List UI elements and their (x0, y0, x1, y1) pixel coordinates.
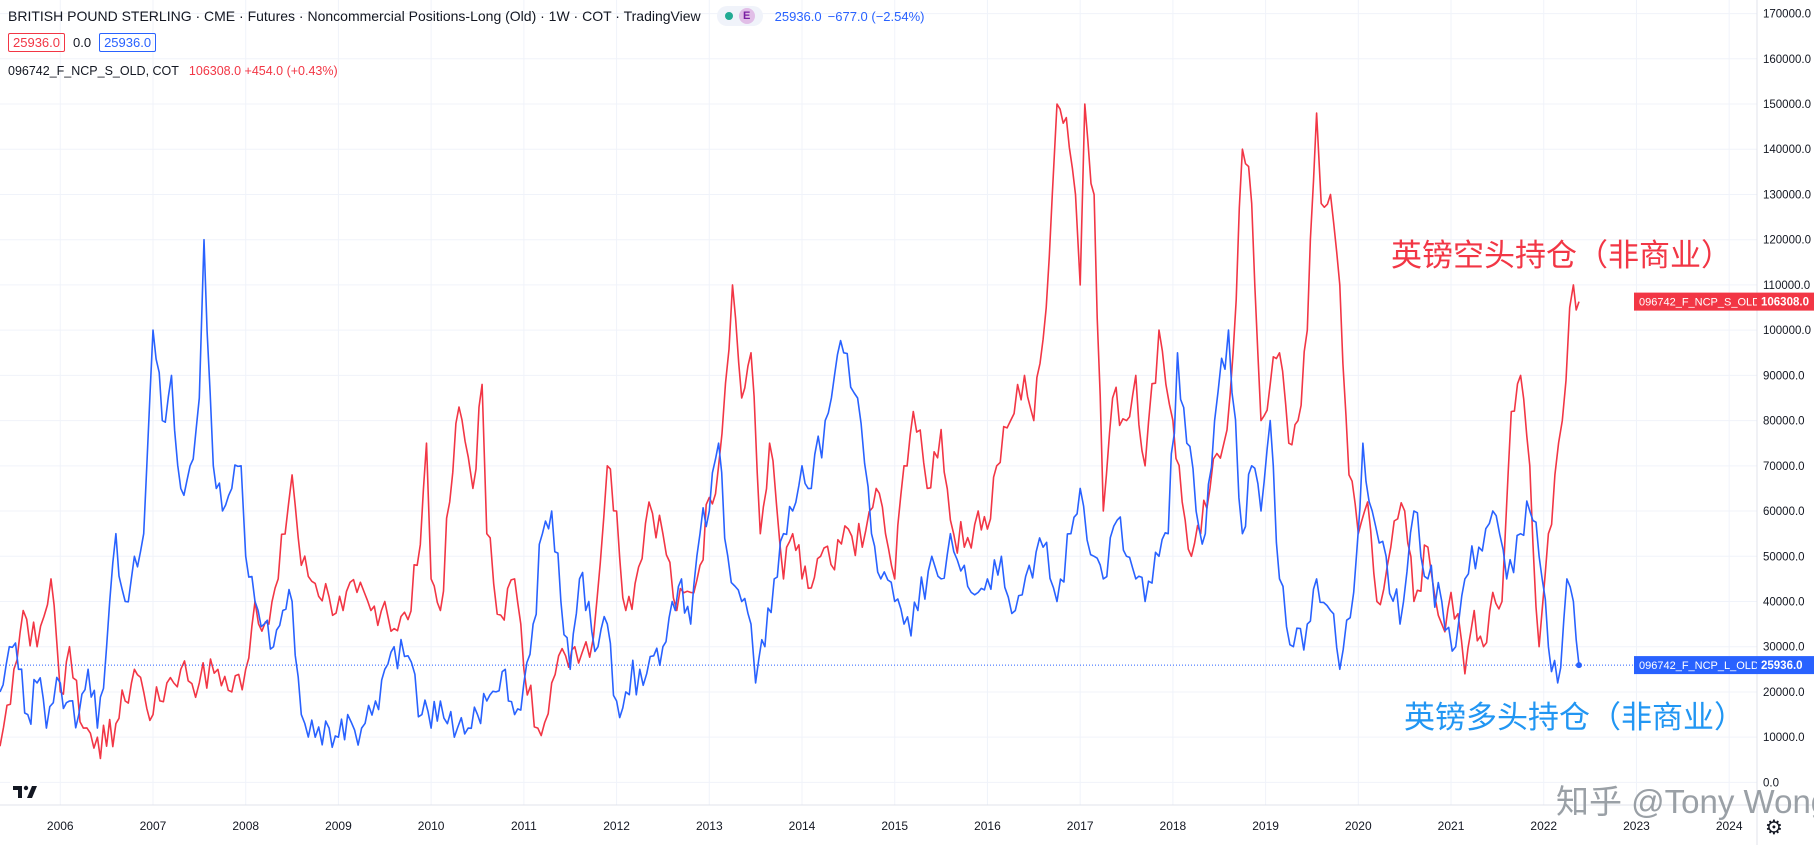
value-box-red: 25936.0 (8, 33, 65, 52)
y-tick-label: 70000.0 (1763, 461, 1805, 473)
x-tick-label: 2008 (232, 819, 259, 833)
value-box-blue: 25936.0 (99, 33, 157, 52)
time-scale: 2006 2007 2008 2009 2010 2011 2012 2013 2014 2015… (0, 804, 1814, 833)
y-tick-label: 160000.0 (1763, 54, 1811, 66)
tradingview-logo-icon[interactable] (10, 780, 40, 804)
y-tick-label: 150000.0 (1763, 99, 1811, 111)
legend-series2-row[interactable]: 096742_F_NCP_S_OLD, COT 106308.0 +454.0 … (8, 64, 338, 78)
series-value-tag-label: 25936.0 (1761, 660, 1803, 672)
y-tick-label: 50000.0 (1763, 551, 1805, 563)
chart-grid (0, 0, 1757, 805)
series2-values: 106308.0 +454.0 (+0.43%) (188, 64, 338, 78)
gear-icon[interactable]: ⚙ (1765, 817, 1783, 839)
series-name-tag-label: 096742_F_NCP_S_OLD (1639, 297, 1760, 309)
series-name-tag-label: 096742_F_NCP_L_OLD (1639, 660, 1759, 672)
earnings-badge-icon: E (738, 8, 755, 24)
y-tick-label: 130000.0 (1763, 189, 1811, 201)
last-change: −677.0 (−2.54%) (827, 8, 925, 24)
y-tick-label: 40000.0 (1763, 596, 1805, 608)
y-tick-label: 10000.0 (1763, 732, 1805, 744)
y-tick-label: 110000.0 (1763, 280, 1810, 292)
x-tick-label: 2023 (1623, 819, 1650, 833)
annotation-long-positions: 英镑多头持仓（非商业） (1404, 700, 1745, 735)
x-tick-label: 2018 (1160, 819, 1187, 833)
x-tick-label: 2011 (511, 819, 537, 833)
y-tick-label: 100000.0 (1763, 325, 1811, 337)
x-tick-label: 2014 (789, 819, 816, 833)
series-line-096742_F_NCP_L_OLD (0, 238, 1580, 749)
last-value-markers: 096742_F_NCP_S_OLD 106308.0 096742_F_NCP_L… (0, 292, 1814, 675)
y-tick-label: 90000.0 (1763, 370, 1805, 382)
x-tick-label: 2020 (1345, 819, 1372, 833)
x-tick-label: 2009 (325, 819, 352, 833)
legend-title-row: BRITISH POUND STERLING · CME · Futures ·… (8, 6, 925, 26)
y-tick-label: 60000.0 (1763, 506, 1805, 518)
x-tick-label: 2017 (1067, 819, 1094, 833)
series-value-tag (1757, 656, 1814, 675)
x-tick-label: 2007 (140, 819, 167, 833)
series2-name[interactable]: 096742_F_NCP_S_OLD, COT (8, 64, 179, 78)
annotation-short-positions: 英镑空头持仓（非商业） (1391, 238, 1732, 273)
x-tick-label: 2019 (1252, 819, 1279, 833)
series-name-tag (1634, 292, 1757, 311)
y-tick-label: 140000.0 (1763, 144, 1811, 156)
x-tick-label: 2024 (1716, 819, 1743, 833)
price-scale: 0.0 10000.0 20000.0 30000.0 40000.0 50000.0 60… (1756, 0, 1811, 845)
y-tick-label: 120000.0 (1763, 235, 1811, 247)
y-tick-label: 170000.0 (1763, 9, 1811, 21)
x-tick-label: 2010 (418, 819, 445, 833)
market-status-dot-icon (724, 12, 733, 20)
y-tick-label: 0.0 (1763, 777, 1779, 789)
y-tick-label: 30000.0 (1763, 642, 1805, 654)
y-tick-label: 20000.0 (1763, 687, 1805, 699)
status-pill[interactable]: E (716, 6, 763, 26)
x-tick-label: 2022 (1530, 819, 1557, 833)
legend-values-row: 25936.0 0.0 25936.0 (8, 33, 157, 52)
x-tick-label: 2021 (1438, 819, 1465, 833)
last-value: 25936.0 (774, 8, 822, 24)
x-tick-label: 2006 (47, 819, 74, 833)
y-tick-label: 80000.0 (1763, 416, 1805, 428)
series-layer (0, 103, 1580, 760)
series-name-tag (1634, 656, 1757, 675)
symbol-title[interactable]: BRITISH POUND STERLING · CME · Futures ·… (8, 8, 701, 24)
value-zero: 0.0 (73, 35, 92, 50)
series-value-tag-label: 106308.0 (1761, 297, 1809, 309)
last-point (1575, 662, 1582, 669)
x-tick-label: 2016 (974, 819, 1001, 833)
series-value-tag (1757, 292, 1814, 311)
x-tick-label: 2015 (881, 819, 908, 833)
x-tick-label: 2012 (603, 819, 630, 833)
watermark: 知乎 @Tony Wong (1556, 783, 1814, 820)
x-tick-label: 2013 (696, 819, 723, 833)
